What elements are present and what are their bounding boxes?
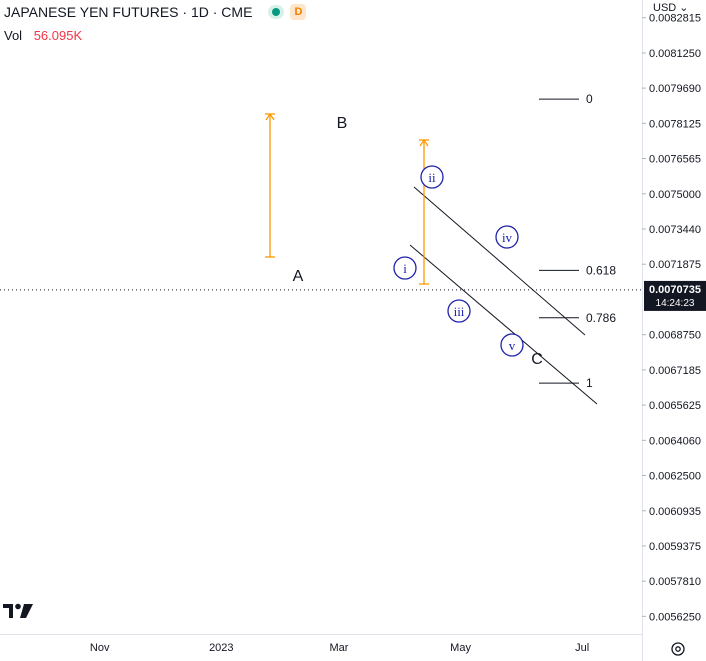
countdown-value: 14:24:23: [656, 298, 695, 309]
fib-level-label: 0.618: [586, 263, 616, 277]
sub-wave-ii: ii: [420, 165, 444, 189]
volume-legend: Vol 56.095K: [4, 28, 82, 43]
time-axis-label: Mar: [329, 642, 348, 654]
time-axis-ticks: Nov 2023 Mar May Jul: [90, 642, 589, 654]
time-axis-label: Jul: [575, 642, 589, 654]
price-tick-label: 0.0081250: [649, 48, 701, 60]
price-tick-label: 0.0068750: [649, 330, 701, 342]
measure-tools: [265, 112, 429, 285]
tradingview-logo-icon: [3, 603, 33, 618]
price-axis-ticks: 0.0082815 0.0081250 0.0079690 0.0078125 0.00…: [642, 13, 701, 623]
wave-label-c: C: [531, 351, 543, 368]
wave-channel: [409, 186, 598, 405]
channel-upper-line: [413, 186, 586, 336]
price-tick-label: 0.0071875: [649, 259, 701, 271]
sub-wave-iii: iii: [447, 299, 471, 323]
current-price-badge: 0.0070735 14:24:23: [644, 280, 706, 311]
price-tick-label: 0.0078125: [649, 118, 701, 130]
wave-label-a: A: [293, 268, 304, 285]
price-tick-label: 0.0075000: [649, 189, 701, 201]
measure-arrow: [419, 138, 429, 147]
fib-level-label: 0: [586, 92, 593, 106]
sub-wave-v: v: [500, 333, 524, 357]
symbol-title[interactable]: JAPANESE YEN FUTURES · 1D · CME: [4, 4, 253, 20]
sub-wave-iv: iv: [495, 225, 519, 249]
price-tick-label: 0.0064060: [649, 435, 701, 447]
price-tick-label: 0.0062500: [649, 471, 701, 483]
currency-selector[interactable]: USD ⌄: [653, 1, 689, 14]
volume-label: Vol: [4, 28, 23, 43]
price-tick-label: 0.0059375: [649, 541, 701, 553]
sub-wave-i-label: i: [403, 261, 407, 276]
currency-label: USD: [653, 2, 677, 14]
sub-wave-iv-label: iv: [502, 230, 513, 245]
price-tick-label: 0.0076565: [649, 154, 701, 166]
sub-wave-v-label: v: [509, 338, 516, 353]
gear-icon[interactable]: [669, 640, 687, 658]
wave-label-b: B: [337, 115, 348, 132]
sub-wave-labels: i ii iii iv v: [393, 165, 524, 357]
price-tick-label: 0.0056250: [649, 611, 701, 623]
chart-header: JAPANESE YEN FUTURES · 1D · CME D: [4, 2, 307, 22]
price-tick-label: 0.0057810: [649, 576, 701, 588]
price-tick-label: 0.0082815: [649, 13, 701, 25]
price-tick-label: 0.0065625: [649, 400, 701, 412]
sub-wave-i: i: [393, 256, 417, 280]
channel-lower-line: [409, 244, 598, 405]
time-axis-label: May: [450, 642, 471, 654]
plot-area[interactable]: [0, 0, 642, 634]
data-badge: D: [290, 4, 307, 20]
fibonacci-levels: 0 0.618 0.786 1: [539, 92, 616, 390]
volume-value: 56.095K: [33, 28, 83, 43]
price-tick-label: 0.0079690: [649, 83, 701, 95]
wave-labels: A B C: [293, 115, 543, 368]
measure-arrow: [265, 112, 275, 121]
price-tick-label: 0.0067185: [649, 365, 701, 377]
price-tick-label: 0.0073440: [649, 224, 701, 236]
time-axis-label: Nov: [90, 642, 110, 654]
sub-wave-ii-label: ii: [428, 170, 436, 185]
fib-level-label: 0.786: [586, 311, 616, 325]
sub-wave-iii-label: iii: [454, 304, 465, 319]
chevron-down-icon: ⌄: [679, 2, 689, 14]
time-axis-label: 2023: [209, 642, 233, 654]
market-status-icon: [268, 5, 285, 19]
fib-level-label: 1: [586, 376, 593, 390]
current-price-value: 0.0070735: [649, 284, 701, 296]
price-tick-label: 0.0060935: [649, 506, 701, 518]
